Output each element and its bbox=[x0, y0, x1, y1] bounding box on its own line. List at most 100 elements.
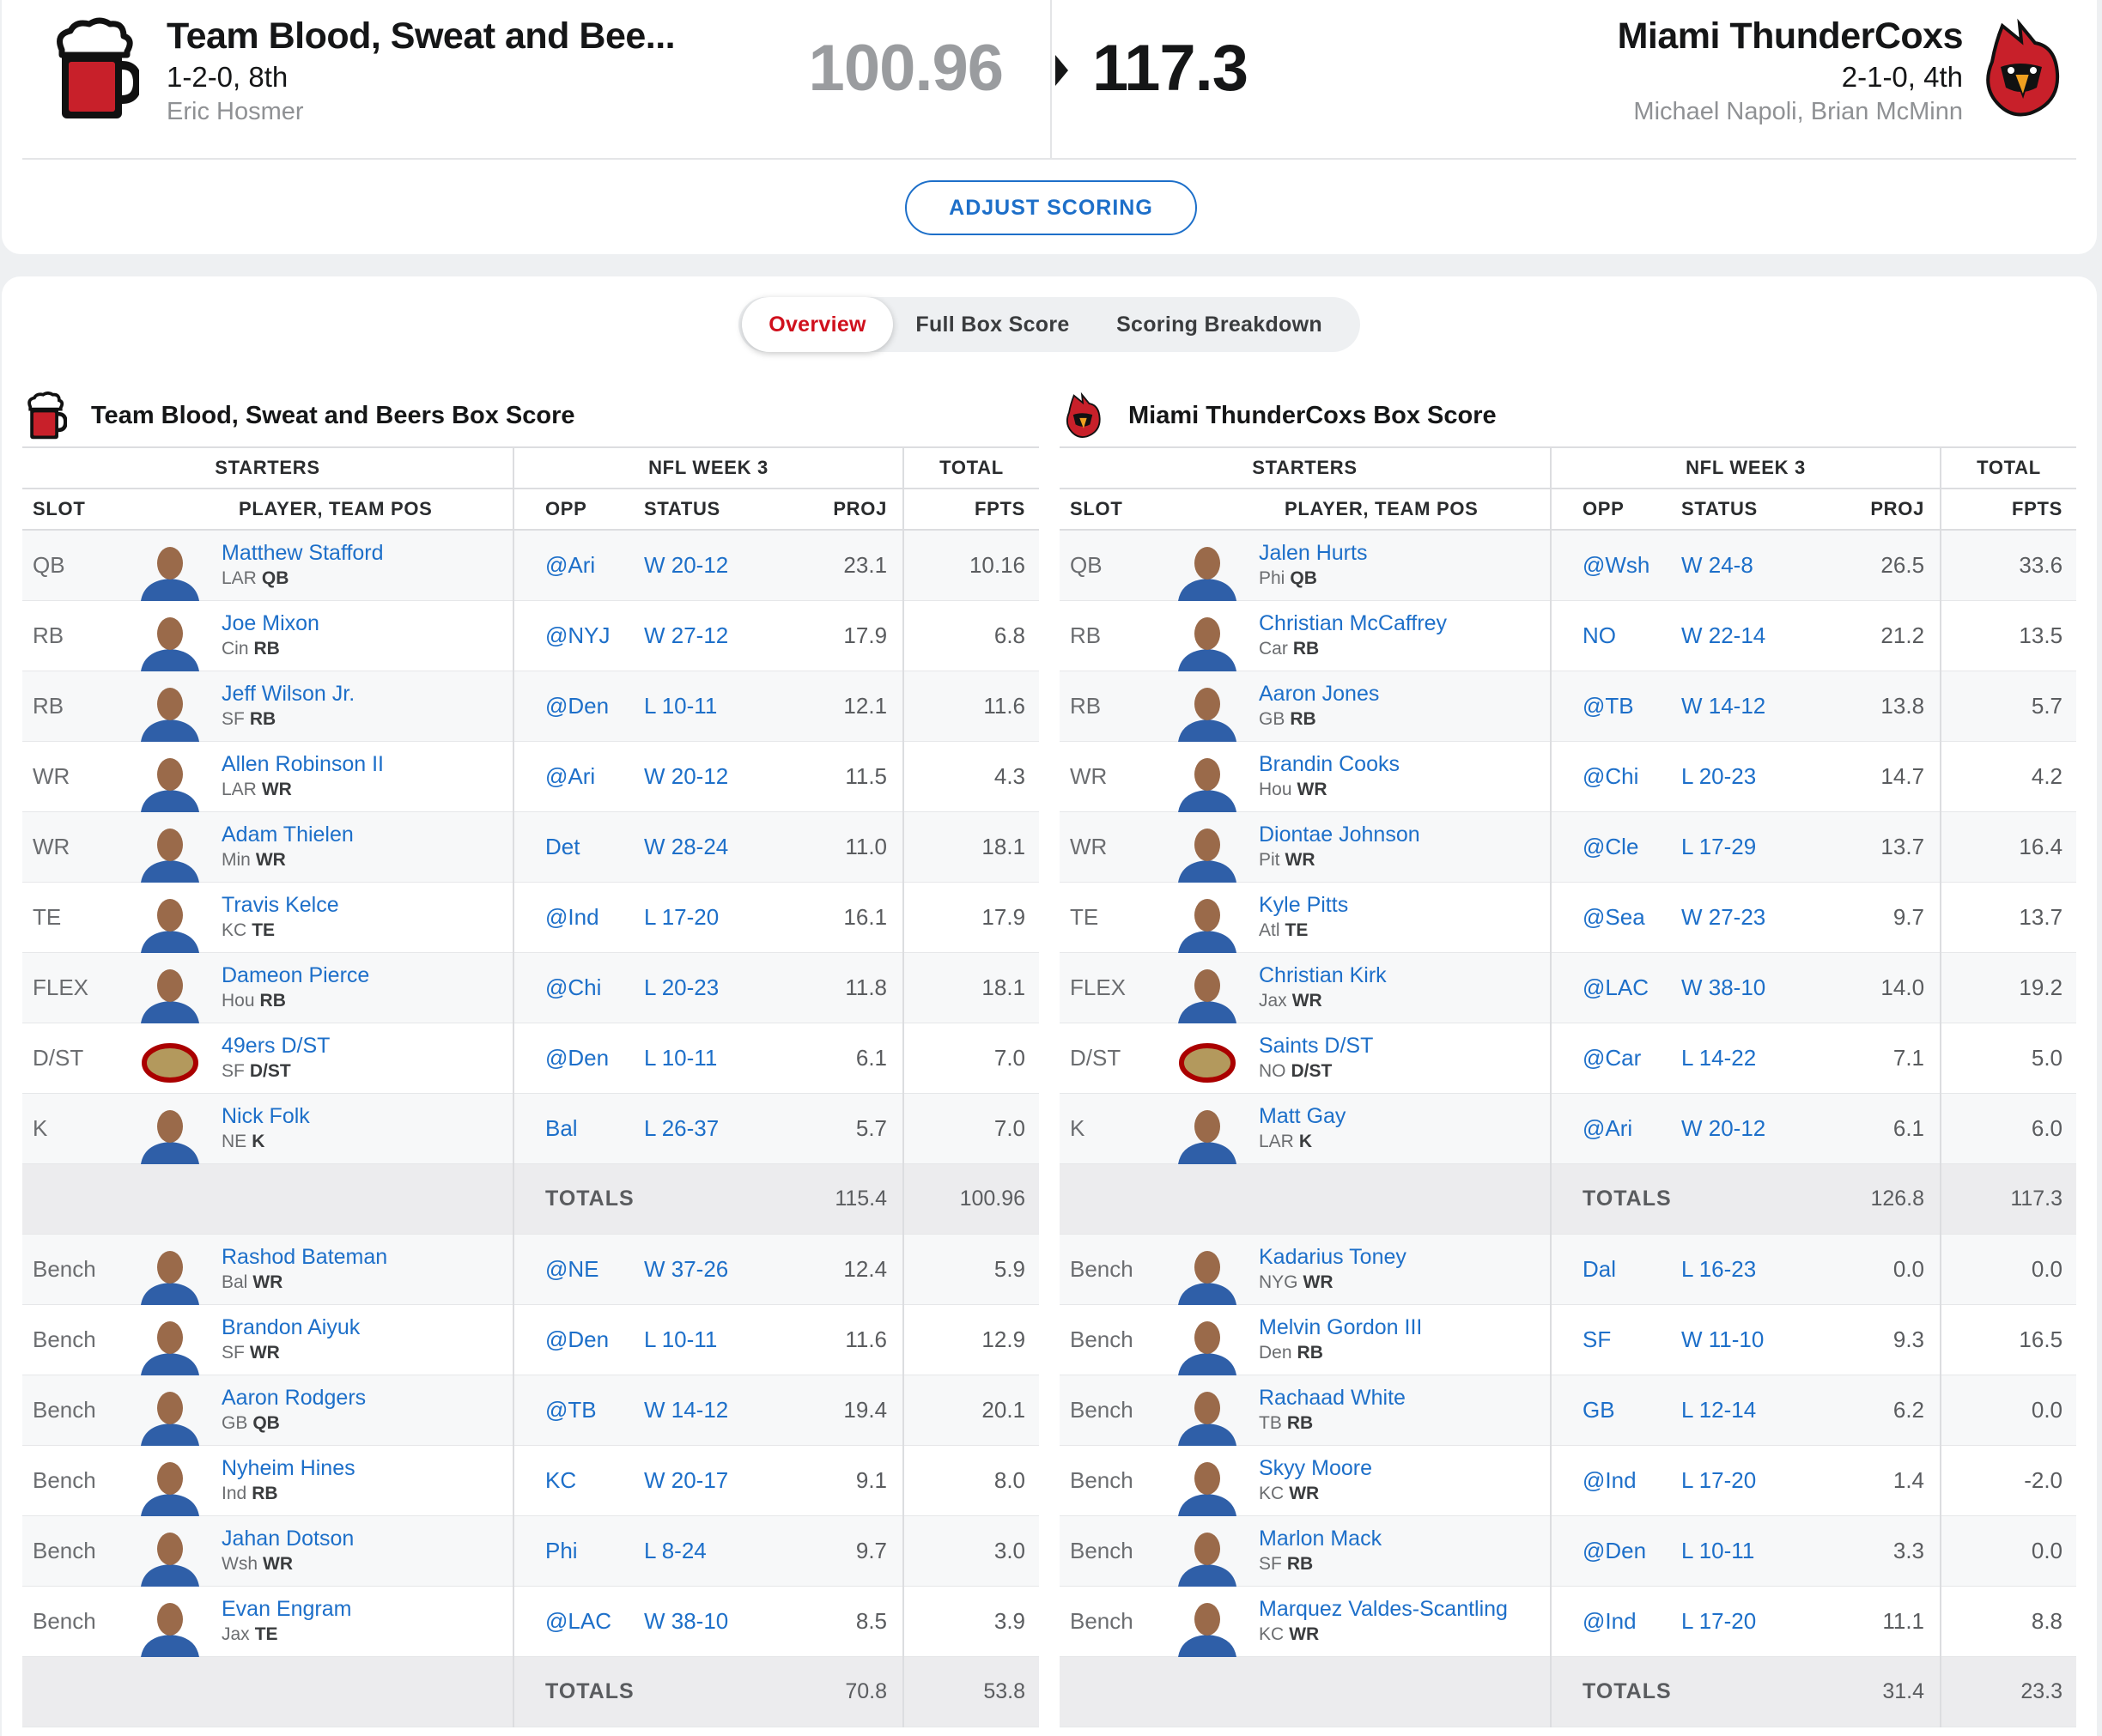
player-name-link[interactable]: Kyle Pitts bbox=[1259, 892, 1349, 917]
game-status-link[interactable]: W 27-23 bbox=[1681, 882, 1831, 953]
opponent-link[interactable]: @Ind bbox=[1551, 1586, 1681, 1657]
game-status-link[interactable]: W 22-14 bbox=[1681, 600, 1831, 671]
game-status-link[interactable]: L 14-22 bbox=[1681, 1023, 1831, 1094]
player-name-link[interactable]: Marquez Valdes-Scantling bbox=[1259, 1596, 1508, 1621]
beer-mug-logo[interactable] bbox=[50, 17, 139, 124]
game-status-link[interactable]: W 14-12 bbox=[644, 1375, 793, 1446]
player-headshot-icon[interactable] bbox=[1173, 1454, 1242, 1516]
player-headshot-icon[interactable] bbox=[136, 1384, 204, 1446]
player-headshot-icon[interactable] bbox=[136, 750, 204, 812]
player-name-link[interactable]: Travis Kelce bbox=[222, 892, 339, 917]
player-headshot-icon[interactable] bbox=[1173, 1243, 1242, 1305]
player-headshot-icon[interactable] bbox=[1173, 1525, 1242, 1587]
player-headshot-icon[interactable] bbox=[136, 1102, 204, 1164]
player-name-link[interactable]: Diontae Johnson bbox=[1259, 822, 1420, 847]
player-name-link[interactable]: Matthew Stafford bbox=[222, 541, 384, 565]
player-name-link[interactable]: Kadarius Toney bbox=[1259, 1244, 1406, 1269]
opponent-link[interactable]: @NE bbox=[513, 1234, 644, 1305]
player-headshot-icon[interactable] bbox=[1173, 891, 1242, 953]
game-status-link[interactable]: L 12-14 bbox=[1681, 1375, 1831, 1446]
player-headshot-icon[interactable] bbox=[136, 821, 204, 883]
player-name-link[interactable]: Christian McCaffrey bbox=[1259, 610, 1448, 635]
player-headshot-icon[interactable] bbox=[1173, 539, 1242, 601]
tab-full-box-score[interactable]: Full Box Score bbox=[915, 312, 1070, 337]
player-headshot-icon[interactable] bbox=[1173, 1384, 1242, 1446]
game-status-link[interactable]: L 10-11 bbox=[644, 671, 793, 742]
opponent-link[interactable]: @Sea bbox=[1551, 882, 1681, 953]
opponent-link[interactable]: @Ari bbox=[513, 530, 644, 601]
opponent-link[interactable]: @Cle bbox=[1551, 811, 1681, 883]
opponent-link[interactable]: Dal bbox=[1551, 1234, 1681, 1305]
player-name-link[interactable]: Marlon Mack bbox=[1259, 1526, 1382, 1551]
opponent-link[interactable]: @Den bbox=[513, 1023, 644, 1094]
game-status-link[interactable]: W 27-12 bbox=[644, 600, 793, 671]
player-headshot-icon[interactable] bbox=[136, 539, 204, 601]
player-headshot-icon[interactable] bbox=[136, 1454, 204, 1516]
game-status-link[interactable]: W 14-12 bbox=[1681, 671, 1831, 742]
player-name-link[interactable]: Brandin Cooks bbox=[1259, 751, 1400, 776]
cardinal-logo[interactable] bbox=[1977, 17, 2066, 124]
game-status-link[interactable]: L 17-29 bbox=[1681, 811, 1831, 883]
player-name-link[interactable]: Christian Kirk bbox=[1259, 962, 1387, 987]
game-status-link[interactable]: L 20-23 bbox=[1681, 741, 1831, 812]
player-name-link[interactable]: Aaron Jones bbox=[1259, 681, 1380, 706]
game-status-link[interactable]: L 17-20 bbox=[1681, 1586, 1831, 1657]
game-status-link[interactable]: W 20-12 bbox=[644, 741, 793, 812]
opponent-link[interactable]: @Den bbox=[513, 1304, 644, 1375]
game-status-link[interactable]: W 38-10 bbox=[1681, 952, 1831, 1023]
player-headshot-icon[interactable] bbox=[1173, 1595, 1242, 1657]
player-name-link[interactable]: Evan Engram bbox=[222, 1596, 352, 1621]
player-headshot-icon[interactable] bbox=[136, 962, 204, 1023]
game-status-link[interactable]: W 28-24 bbox=[644, 811, 793, 883]
player-headshot-icon[interactable] bbox=[1173, 680, 1242, 742]
game-status-link[interactable]: L 10-11 bbox=[1681, 1515, 1831, 1587]
player-name-link[interactable]: Aaron Rodgers bbox=[222, 1385, 367, 1410]
opponent-link[interactable]: Phi bbox=[513, 1515, 644, 1587]
player-headshot-icon[interactable] bbox=[1173, 962, 1242, 1023]
opponent-link[interactable]: @Den bbox=[1551, 1515, 1681, 1587]
game-status-link[interactable]: L 10-11 bbox=[644, 1023, 793, 1094]
player-headshot-icon[interactable] bbox=[1173, 821, 1242, 883]
opponent-link[interactable]: SF bbox=[1551, 1304, 1681, 1375]
player-headshot-icon[interactable] bbox=[136, 1525, 204, 1587]
player-name-link[interactable]: Matt Gay bbox=[1259, 1103, 1346, 1128]
game-status-link[interactable]: L 16-23 bbox=[1681, 1234, 1831, 1305]
adjust-scoring-button[interactable]: ADJUST SCORING bbox=[905, 180, 1197, 235]
game-status-link[interactable]: W 20-12 bbox=[1681, 1093, 1831, 1164]
player-name-link[interactable]: Jahan Dotson bbox=[222, 1526, 355, 1551]
player-name-link[interactable]: Dameon Pierce bbox=[222, 962, 370, 987]
game-status-link[interactable]: W 37-26 bbox=[644, 1234, 793, 1305]
opponent-link[interactable]: @NYJ bbox=[513, 600, 644, 671]
player-name-link[interactable]: Nick Folk bbox=[222, 1103, 310, 1128]
opponent-link[interactable]: @Ari bbox=[1551, 1093, 1681, 1164]
player-name-link[interactable]: Joe Mixon bbox=[222, 610, 319, 635]
player-headshot-icon[interactable] bbox=[136, 610, 204, 671]
player-name-link[interactable]: Jalen Hurts bbox=[1259, 541, 1368, 565]
tab-overview[interactable]: Overview bbox=[742, 297, 893, 352]
tab-scoring-breakdown[interactable]: Scoring Breakdown bbox=[1116, 312, 1322, 337]
opponent-link[interactable]: @Den bbox=[513, 671, 644, 742]
opponent-link[interactable]: @TB bbox=[1551, 671, 1681, 742]
opponent-link[interactable]: @LAC bbox=[513, 1586, 644, 1657]
game-status-link[interactable]: L 26-37 bbox=[644, 1093, 793, 1164]
opponent-link[interactable]: NO bbox=[1551, 600, 1681, 671]
player-name-link[interactable]: Rashod Bateman bbox=[222, 1244, 388, 1269]
game-status-link[interactable]: W 20-12 bbox=[644, 530, 793, 601]
game-status-link[interactable]: L 17-20 bbox=[1681, 1445, 1831, 1516]
player-headshot-icon[interactable] bbox=[1173, 610, 1242, 671]
opponent-link[interactable]: @Wsh bbox=[1551, 530, 1681, 601]
opponent-link[interactable]: @Ari bbox=[513, 741, 644, 812]
player-name-link[interactable]: Skyy Moore bbox=[1259, 1455, 1372, 1480]
opponent-link[interactable]: Det bbox=[513, 811, 644, 883]
game-status-link[interactable]: W 38-10 bbox=[644, 1586, 793, 1657]
game-status-link[interactable]: L 17-20 bbox=[644, 882, 793, 953]
player-headshot-icon[interactable] bbox=[136, 680, 204, 742]
player-name-link[interactable]: Nyheim Hines bbox=[222, 1455, 355, 1480]
game-status-link[interactable]: L 10-11 bbox=[644, 1304, 793, 1375]
opponent-link[interactable]: @Ind bbox=[513, 882, 644, 953]
opponent-link[interactable]: GB bbox=[1551, 1375, 1681, 1446]
opponent-link[interactable]: @Car bbox=[1551, 1023, 1681, 1094]
game-status-link[interactable]: W 20-17 bbox=[644, 1445, 793, 1516]
game-status-link[interactable]: L 20-23 bbox=[644, 952, 793, 1023]
player-name-link[interactable]: 49ers D/ST bbox=[222, 1033, 331, 1058]
